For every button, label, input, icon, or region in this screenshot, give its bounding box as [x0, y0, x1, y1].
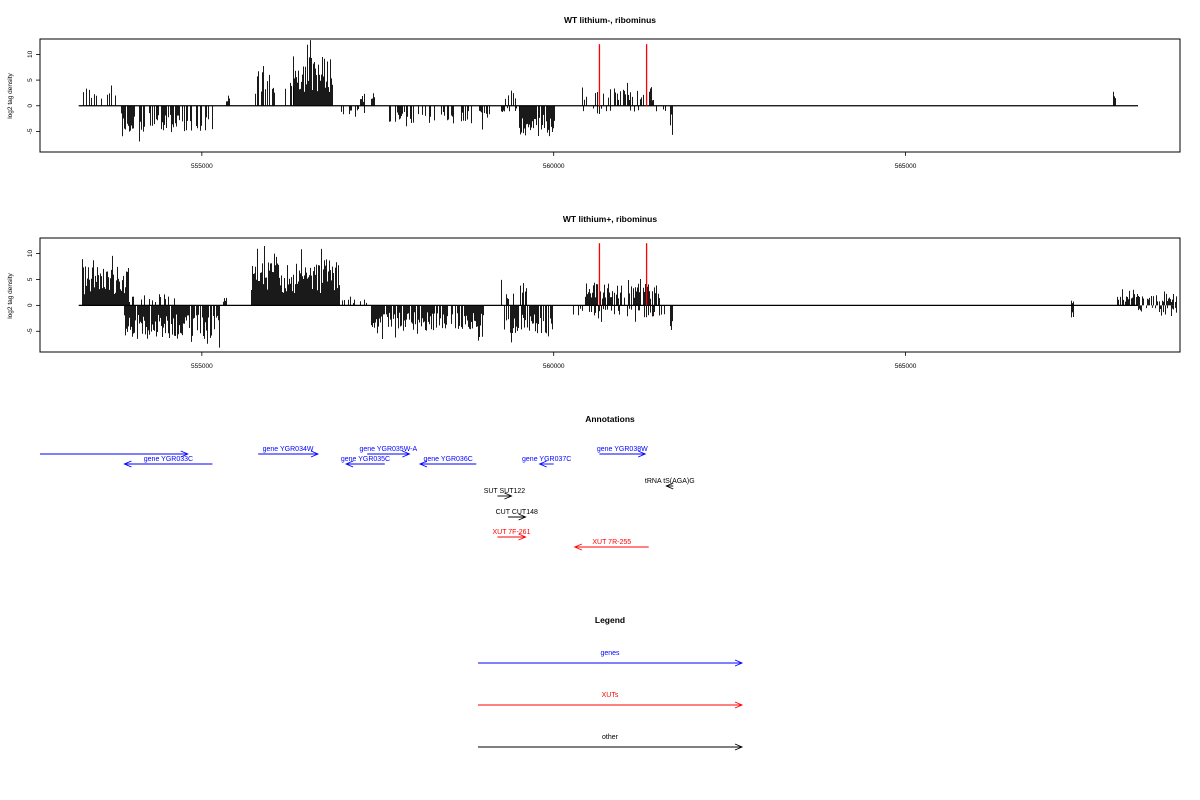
annotations-title: Annotations: [585, 414, 635, 424]
annotation-features: gene YGR033C gene YGR034W gene YGR035C gene…: [40, 446, 695, 551]
plot-frame: [39, 38, 1181, 153]
annotation-arrow-head: [518, 513, 527, 521]
legend-panel: Legend genes XUTs other: [478, 615, 744, 751]
y-tick-label: 10: [27, 250, 34, 258]
x-tick-label: 560000: [543, 163, 565, 170]
annotation-label: gene YGR034W: [263, 446, 314, 453]
annotation-label: XUT 7F-261: [492, 529, 530, 536]
legend-label: genes: [600, 650, 620, 657]
x-axis: 555000 560000 565000: [191, 152, 917, 170]
legend-arrow-head: [734, 659, 744, 667]
track-panel-lithium-plus: WT lithium+, ribominus log2 tag density …: [7, 214, 1181, 370]
x-tick-label: 565000: [895, 163, 917, 170]
y-tick-label: 10: [27, 50, 34, 58]
annotation-arrow-head: [573, 543, 582, 551]
panel-title: WT lithium-, ribominus: [564, 15, 656, 25]
legend-arrow-head: [734, 701, 744, 709]
annotation-arrow-head: [504, 492, 513, 500]
annotation-arrow-head: [310, 450, 320, 458]
annotation-arrow-head: [123, 460, 132, 468]
legend-arrow-head: [734, 743, 744, 751]
plot-frame: [39, 237, 1181, 353]
legend-entries: genes XUTs other: [478, 650, 744, 751]
y-tick-label: 0: [27, 303, 34, 307]
y-tick-label: 5: [27, 78, 34, 82]
legend-title: Legend: [595, 615, 625, 625]
red-markers: [598, 243, 648, 306]
annotation-arrow-head: [518, 533, 527, 541]
annotation-arrow-head: [180, 450, 189, 458]
y-tick-label: -5: [27, 328, 34, 334]
annotation-label: CUT CUT148: [496, 509, 538, 516]
annotation-label: gene YGR035W-A: [359, 446, 417, 453]
y-tick-label: 0: [27, 104, 34, 108]
annotation-arrow-head: [418, 460, 428, 468]
annotation-label: gene YGR036C: [423, 456, 472, 463]
density-bars: [82, 245, 1177, 348]
density-bars: [83, 40, 1116, 142]
x-tick-label: 555000: [191, 363, 213, 370]
annotation-arrow-head: [402, 450, 411, 458]
annotation-label: gene YGR038W: [597, 446, 648, 453]
y-axis-label: log2 tag density: [7, 72, 14, 118]
annotation-label: tRNA tS(AGA)G: [645, 478, 695, 485]
y-tick-label: 5: [27, 277, 34, 281]
y-tick-label: -5: [27, 128, 34, 134]
annotation-label: SUT SUT122: [484, 488, 526, 495]
annotation-arrow-head: [344, 460, 354, 468]
x-tick-label: 560000: [543, 363, 565, 370]
legend-label: other: [602, 734, 619, 741]
annotation-arrow-head: [638, 450, 647, 458]
y-axis-label: log2 tag density: [7, 272, 14, 318]
x-tick-label: 565000: [895, 363, 917, 370]
annotation-label: XUT 7R-255: [592, 539, 631, 546]
annotation-arrow-head: [538, 460, 547, 468]
x-tick-label: 555000: [191, 163, 213, 170]
panel-title: WT lithium+, ribominus: [563, 214, 657, 224]
annotation-label: gene YGR037C: [522, 456, 571, 463]
annotation-arrow-head: [665, 482, 674, 490]
legend-label: XUTs: [602, 692, 619, 699]
red-markers: [598, 44, 648, 106]
annotation-label: gene YGR033C: [144, 456, 193, 463]
x-axis: 555000 560000 565000: [191, 352, 917, 370]
annotation-label: gene YGR035C: [341, 456, 390, 463]
track-panel-lithium-minus: WT lithium-, ribominus log2 tag density …: [7, 15, 1181, 170]
